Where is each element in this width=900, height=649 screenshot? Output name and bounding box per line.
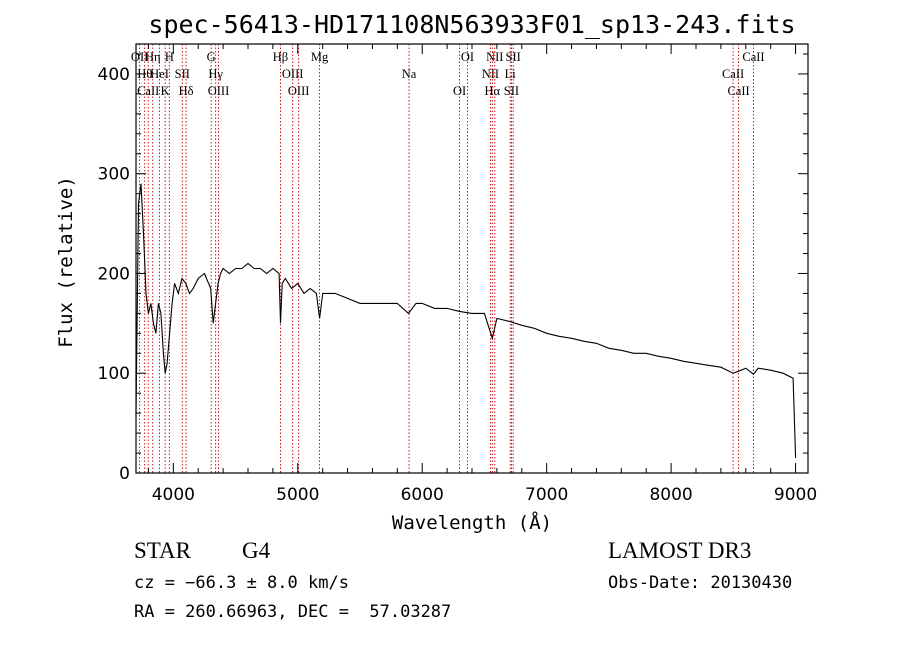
- line-label: Hβ: [273, 50, 288, 64]
- object-subclass: G4: [242, 538, 271, 563]
- emission-line-markers: [139, 44, 754, 473]
- object-class: STAR: [134, 538, 191, 563]
- line-label: CaII: [137, 84, 159, 98]
- x-axis: 4000 5000 6000 7000 8000 9000: [147, 44, 817, 505]
- line-label: Li: [505, 67, 517, 81]
- line-label: Na: [402, 67, 417, 81]
- line-label: Hα: [484, 84, 500, 98]
- line-label: CaII: [742, 50, 764, 64]
- line-label: NII: [486, 50, 503, 64]
- coordinates: RA = 260.66963, DEC = 57.03287: [134, 602, 452, 622]
- line-label: OI: [461, 50, 474, 64]
- y-tick-label: 100: [98, 364, 130, 384]
- line-label: OI: [453, 84, 466, 98]
- line-label: CaII: [727, 84, 749, 98]
- x-axis-label: Wavelength (Å): [392, 511, 552, 534]
- line-label: CaII: [722, 67, 744, 81]
- y-tick-label: 400: [98, 65, 130, 85]
- line-label: G: [207, 50, 216, 64]
- line-label: HeI: [150, 67, 169, 81]
- line-label: OIII: [288, 84, 310, 98]
- emission-line-labels: OIIHθCaIIHηHeIKHSIIHδGHγOIIIHβOIIIOIIIMg…: [131, 50, 765, 98]
- line-label: OII: [131, 50, 148, 64]
- line-label: SII: [506, 50, 521, 64]
- y-tick-label: 0: [119, 464, 130, 484]
- y-axis-label: Flux (relative): [55, 176, 77, 348]
- x-tick-label: 8000: [649, 485, 692, 505]
- x-tick-label: 9000: [774, 485, 817, 505]
- plot-frame: [135, 43, 809, 474]
- line-label: K: [161, 84, 170, 98]
- y-axis: 0 100 200 300 400: [98, 53, 808, 484]
- redshift-velocity: cz = −66.3 ± 8.0 km/s: [134, 573, 349, 593]
- line-label: SII: [504, 84, 519, 98]
- line-label: Hδ: [179, 84, 194, 98]
- line-label: Hγ: [208, 67, 223, 81]
- observation-date: Obs-Date: 20130430: [608, 573, 793, 593]
- x-tick-label: 5000: [276, 485, 319, 505]
- line-label: Hη: [145, 50, 161, 64]
- line-label: OIII: [208, 84, 230, 98]
- line-label: NII: [482, 67, 499, 81]
- line-label: SII: [175, 67, 190, 81]
- x-tick-label: 7000: [525, 485, 568, 505]
- survey-name: LAMOST DR3: [608, 538, 752, 563]
- x-tick-label: 4000: [152, 485, 195, 505]
- line-label: Mg: [311, 50, 329, 64]
- spectrum-series-line: [135, 183, 797, 459]
- y-tick-label: 200: [98, 264, 130, 284]
- chart-title: spec-56413-HD171108N563933F01_sp13-243.f…: [148, 10, 795, 39]
- line-label: OIII: [282, 67, 304, 81]
- x-tick-label: 6000: [401, 485, 444, 505]
- y-tick-label: 300: [98, 165, 130, 185]
- line-label: H: [165, 50, 174, 64]
